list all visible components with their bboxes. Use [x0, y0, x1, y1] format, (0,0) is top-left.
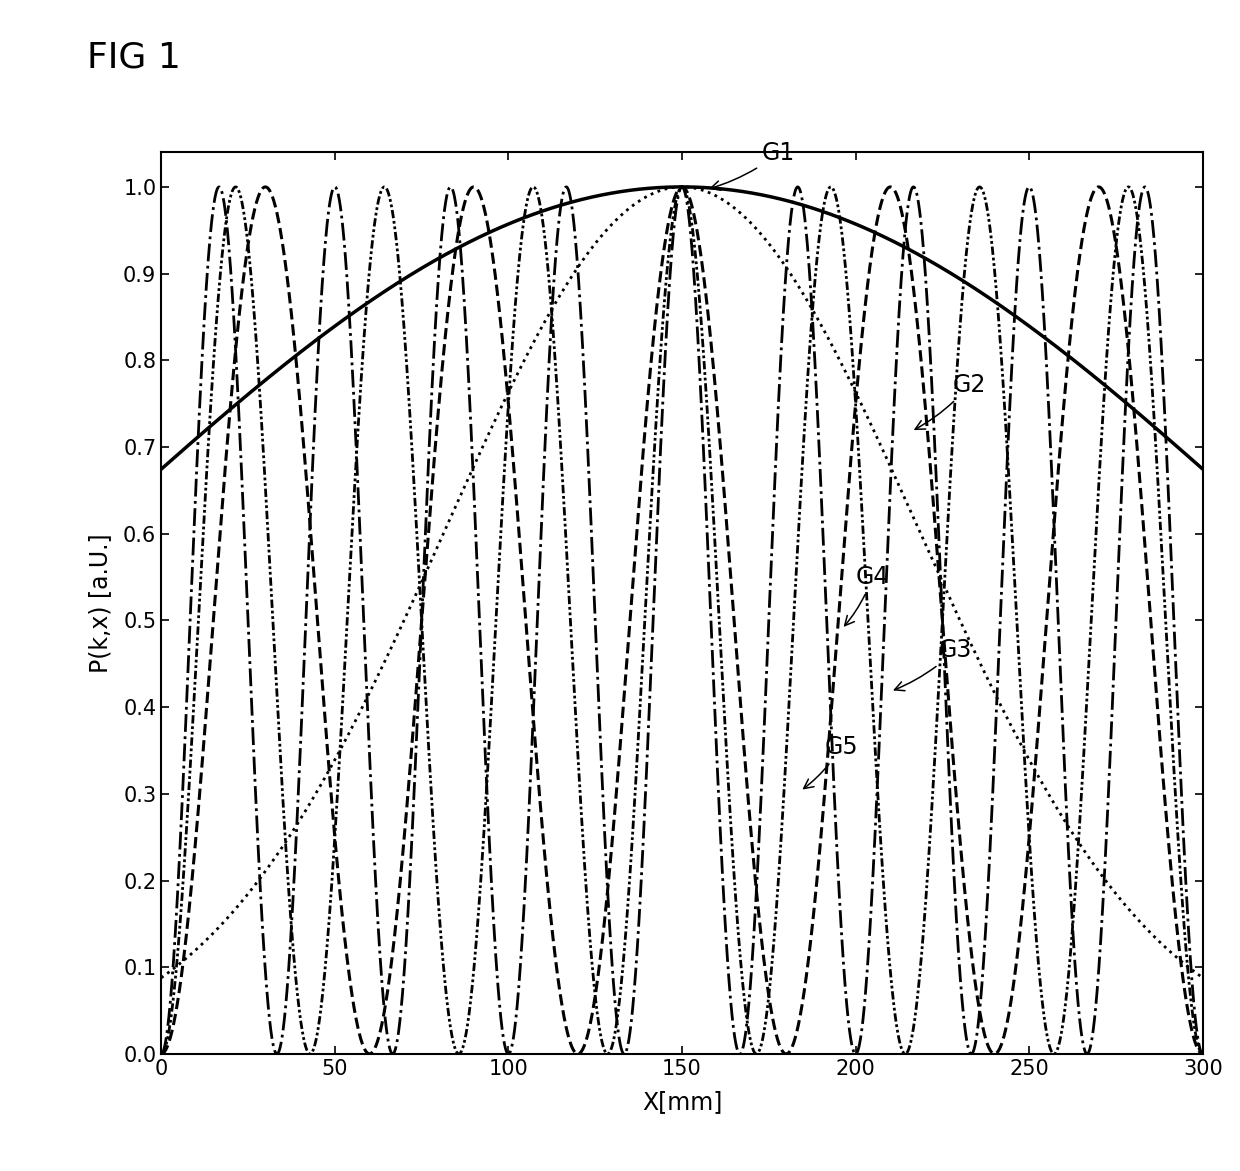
- Text: G3: G3: [894, 638, 972, 691]
- X-axis label: X[mm]: X[mm]: [642, 1090, 722, 1114]
- Text: G4: G4: [844, 566, 889, 625]
- Text: G2: G2: [915, 372, 986, 430]
- Text: G1: G1: [711, 142, 795, 190]
- Y-axis label: P(k,x) [a.U.]: P(k,x) [a.U.]: [88, 533, 112, 673]
- Text: FIG 1: FIG 1: [87, 41, 181, 75]
- Text: G5: G5: [804, 735, 858, 788]
